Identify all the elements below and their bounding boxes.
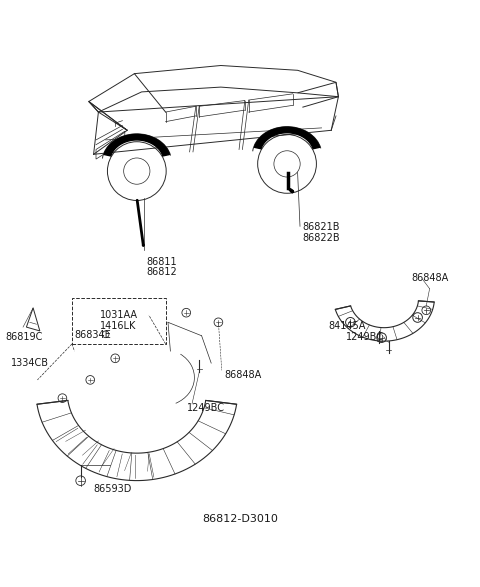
Text: 86819C: 86819C [6,332,43,342]
Text: 86848A: 86848A [412,273,449,283]
Text: 86593D: 86593D [94,484,132,494]
Text: 1031AA: 1031AA [100,310,138,320]
Text: 86812-D3010: 86812-D3010 [202,514,278,524]
Polygon shape [254,127,320,149]
Text: 86848A: 86848A [225,370,262,380]
Text: 1334CB: 1334CB [11,358,48,368]
Text: 1416LK: 1416LK [100,321,136,330]
Text: 86812: 86812 [146,267,177,277]
Text: 1249BC: 1249BC [187,403,225,413]
Text: 1249BC: 1249BC [346,332,384,342]
Polygon shape [104,134,169,156]
Text: 86822B: 86822B [302,233,340,243]
Text: 86811: 86811 [146,257,177,267]
Text: 86821B: 86821B [302,222,340,232]
Bar [72,298,166,344]
Text: 86834E: 86834E [74,330,111,340]
Text: 84145A: 84145A [329,321,366,331]
